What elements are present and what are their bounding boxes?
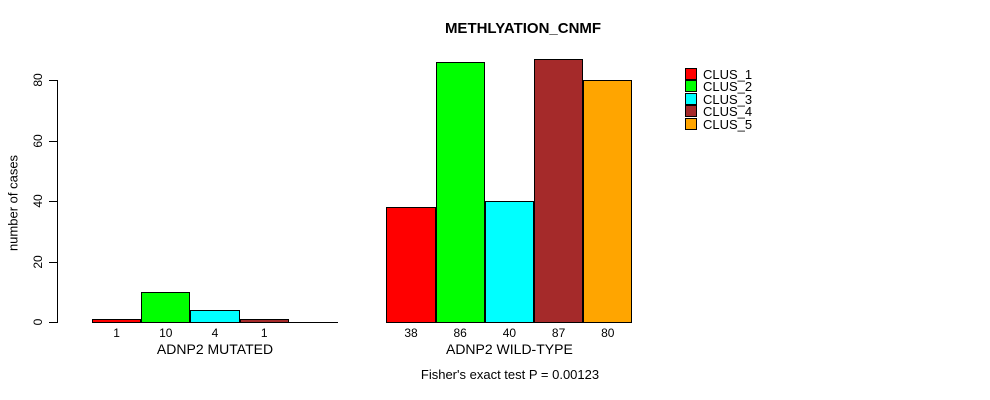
bar-CLUS_1 bbox=[92, 318, 142, 322]
bar-CLUS_2 bbox=[435, 61, 485, 322]
group-label: ADNP2 MUTATED bbox=[156, 341, 274, 357]
y-tick-mark bbox=[49, 322, 57, 323]
bar-value-label: 1 bbox=[260, 326, 268, 340]
bar-CLUS_2 bbox=[141, 291, 191, 322]
x-baseline bbox=[386, 322, 633, 323]
bar-value-label: 40 bbox=[502, 326, 517, 340]
x-baseline bbox=[92, 322, 338, 323]
bar-CLUS_3 bbox=[484, 201, 534, 322]
bar-value-label: 80 bbox=[601, 326, 615, 340]
legend-swatch-CLUS_1 bbox=[685, 67, 697, 80]
y-tick-label: 60 bbox=[31, 133, 45, 148]
legend-swatch-CLUS_2 bbox=[685, 80, 697, 93]
y-tick-label: 0 bbox=[31, 318, 45, 326]
bar-CLUS_4 bbox=[239, 318, 289, 322]
y-tick-mark bbox=[49, 261, 57, 263]
y-axis-line bbox=[57, 80, 58, 323]
bar-value-label: 87 bbox=[551, 326, 566, 340]
y-tick-label: 40 bbox=[31, 194, 45, 208]
bar-value-label: 10 bbox=[159, 326, 173, 340]
legend-swatch-CLUS_3 bbox=[685, 92, 697, 105]
bar-CLUS_3 bbox=[190, 309, 240, 322]
legend-swatch-CLUS_5 bbox=[685, 117, 697, 130]
y-tick-mark bbox=[49, 140, 57, 142]
chart-title: METHLYATION_CNMF bbox=[444, 20, 602, 37]
y-tick-label: 80 bbox=[31, 73, 45, 87]
y-tick-label: 20 bbox=[31, 254, 45, 269]
legend-label: CLUS_3 bbox=[703, 91, 753, 107]
legend-label: CLUS_4 bbox=[703, 104, 753, 120]
bar-CLUS_5 bbox=[583, 80, 633, 322]
legend-swatch-CLUS_4 bbox=[685, 105, 697, 118]
bar-value-label: 4 bbox=[211, 326, 219, 340]
fisher-test-annotation: Fisher's exact test P = 0.00123 bbox=[420, 367, 600, 382]
y-axis-label: number of cases bbox=[5, 154, 21, 252]
bar-value-label: 1 bbox=[113, 326, 120, 340]
bar-value-label: 38 bbox=[404, 326, 418, 340]
bar-CLUS_4 bbox=[534, 58, 584, 322]
legend-label: CLUS_2 bbox=[703, 79, 753, 95]
legend-label: CLUS_1 bbox=[703, 66, 753, 82]
bar-value-label: 86 bbox=[453, 326, 467, 340]
group-label: ADNP2 WILD-TYPE bbox=[445, 341, 573, 357]
bar-CLUS_1 bbox=[386, 207, 436, 322]
y-tick-mark bbox=[49, 201, 57, 202]
legend-label: CLUS_5 bbox=[703, 116, 753, 132]
y-tick-mark bbox=[49, 80, 57, 81]
